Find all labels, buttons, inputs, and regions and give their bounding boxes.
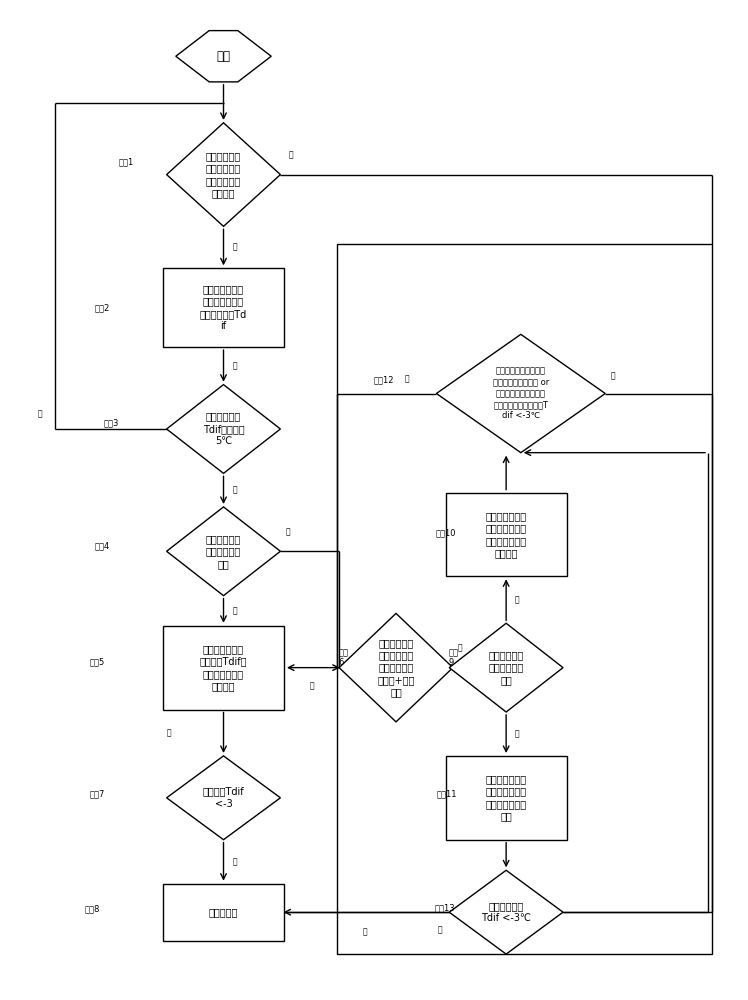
FancyBboxPatch shape: [163, 268, 284, 347]
Text: 步骤1: 步骤1: [118, 157, 134, 166]
Text: 是: 是: [232, 606, 237, 615]
Text: 压缩机关闭: 压缩机关闭: [209, 907, 238, 917]
Text: 是: 是: [232, 361, 237, 370]
FancyBboxPatch shape: [446, 493, 567, 576]
FancyBboxPatch shape: [163, 884, 284, 941]
Text: 是: 是: [232, 243, 237, 252]
Text: 否: 否: [515, 729, 519, 738]
Text: 判断第二温差
Tdif <-3℃: 判断第二温差 Tdif <-3℃: [481, 901, 531, 923]
Text: 否: 否: [458, 643, 462, 652]
Text: 步骤2: 步骤2: [95, 303, 110, 312]
Text: 是: 是: [610, 371, 615, 380]
Text: 开始: 开始: [216, 50, 230, 63]
Text: 是: 是: [363, 927, 367, 936]
Text: 否: 否: [37, 410, 43, 419]
Text: 控制压缩机开启
，且温差Tdif越
大，压缩机开启
功率越大: 控制压缩机开启 ，且温差Tdif越 大，压缩机开启 功率越大: [200, 644, 248, 691]
Text: 步骤10: 步骤10: [435, 528, 456, 537]
FancyBboxPatch shape: [446, 756, 567, 840]
Text: 是: 是: [232, 857, 237, 866]
Text: 否: 否: [289, 150, 294, 159]
Text: 是: 是: [309, 681, 314, 690]
Text: 判断当前整车
是否处于充电
状态: 判断当前整车 是否处于充电 状态: [206, 534, 241, 569]
Polygon shape: [167, 756, 280, 840]
Text: 步骤4: 步骤4: [95, 542, 110, 551]
FancyBboxPatch shape: [163, 626, 284, 710]
Text: 判断当前电池
温度＞风险值
温度: 判断当前电池 温度＞风险值 温度: [488, 650, 524, 685]
Text: 否: 否: [286, 527, 290, 536]
Text: 计算当前温度与
第二预设温度之
间的第一温差Td
if: 计算当前温度与 第二预设温度之 间的第一温差Td if: [200, 284, 247, 331]
Polygon shape: [167, 507, 280, 596]
Text: 判断判断Tdif
<-3: 判断判断Tdif <-3: [203, 787, 245, 809]
Text: 判断电池可用
功率是否大于
等于压缩机需
求功率+驱动
功率: 判断电池可用 功率是否大于 等于压缩机需 求功率+驱动 功率: [377, 638, 414, 697]
Text: 否: 否: [166, 728, 171, 737]
Text: 判断电池的当
前温度是否升
高或超过第一
预设温度: 判断电池的当 前温度是否升 高或超过第一 预设温度: [206, 151, 241, 198]
Text: 是: 是: [515, 595, 519, 604]
Polygon shape: [450, 870, 563, 954]
Polygon shape: [167, 385, 280, 473]
Text: 步骤5: 步骤5: [90, 657, 105, 666]
Polygon shape: [436, 334, 605, 453]
Text: 步骤13: 步骤13: [434, 904, 455, 913]
Text: 判断电池可用功率是否
小于压缩机最小功率 or
当前电池温度与第二预
设温度之间的第二温差T
dif <-3℃: 判断电池可用功率是否 小于压缩机最小功率 or 当前电池温度与第二预 设温度之间…: [493, 367, 549, 420]
Text: 步骤7: 步骤7: [90, 789, 105, 798]
Text: 将电池可用功率
优先分配给压缩
机，剩余功率分
配给驱动: 将电池可用功率 优先分配给压缩 机，剩余功率分 配给驱动: [485, 511, 527, 558]
Text: 是: 是: [232, 486, 237, 495]
Text: 步骤3: 步骤3: [104, 419, 119, 428]
Text: 步骤11: 步骤11: [436, 789, 457, 798]
Text: 否: 否: [405, 374, 409, 383]
Text: 步骤12: 步骤12: [374, 375, 394, 384]
Polygon shape: [450, 623, 563, 712]
Text: 将电池可用功率
优先分配给驱动
，剩余分配给压
缩机: 将电池可用功率 优先分配给驱动 ，剩余分配给压 缩机: [485, 774, 527, 821]
Text: 判断第一温差
Tdif是否大于
5℃: 判断第一温差 Tdif是否大于 5℃: [203, 412, 245, 446]
Polygon shape: [176, 31, 272, 82]
Polygon shape: [167, 123, 280, 226]
Text: 步骤
9: 步骤 9: [449, 648, 459, 667]
Text: 是: 是: [438, 925, 442, 934]
Polygon shape: [339, 613, 453, 722]
Text: 步骤8: 步骤8: [85, 905, 100, 914]
Text: 步骤
6: 步骤 6: [339, 648, 349, 667]
